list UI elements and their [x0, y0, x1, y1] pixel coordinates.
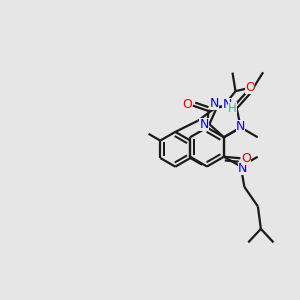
- Text: N: N: [236, 119, 245, 133]
- Text: N: N: [238, 161, 247, 175]
- Text: N: N: [222, 98, 232, 111]
- Text: N: N: [199, 118, 209, 131]
- Text: O: O: [183, 98, 192, 111]
- Text: O: O: [241, 152, 251, 165]
- Text: H: H: [228, 101, 237, 115]
- Text: O: O: [245, 81, 255, 94]
- Text: N: N: [210, 98, 219, 110]
